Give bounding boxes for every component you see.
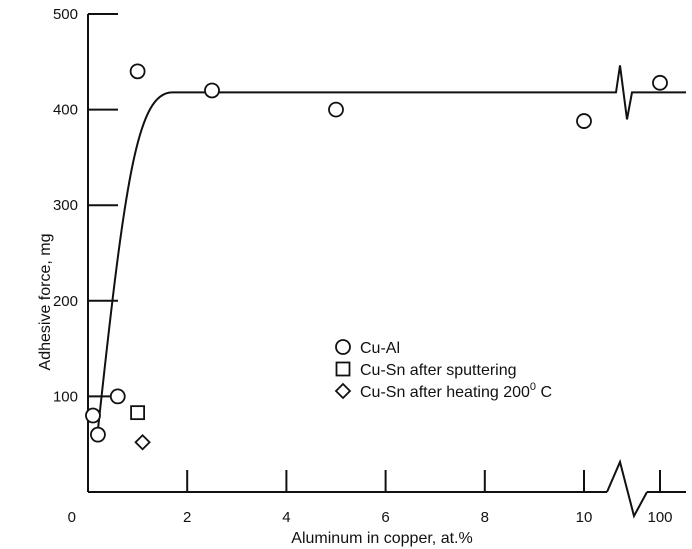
y-tick-label-100: 100 [53,388,78,405]
fit-line-group [96,65,686,430]
legend: Cu-Al Cu-Sn after sputtering Cu-Sn after h… [334,339,552,401]
data-markers [85,63,668,451]
marker-circle-1 [90,426,106,443]
legend-entry-1: Cu-Sn after sputtering [360,362,517,379]
x-tick-label-4: 4 [282,509,290,526]
legend-marker-diamond [334,382,352,400]
marker-circle-3 [129,63,146,80]
marker-circle-2 [109,388,126,405]
x-tick-label-6: 6 [381,509,389,526]
x-tick-label-8: 8 [481,509,489,526]
y-tick-label-200: 200 [53,293,78,310]
x-tick-label-10: 10 [576,509,593,526]
marker-circle-7 [652,74,668,91]
x-axis-label: Aluminum in copper, at.% [291,530,472,547]
legend-entry-0: Cu-Al [360,340,400,357]
y-tick-label-0: 0 [68,509,76,526]
y-tick-label-500: 500 [53,6,78,23]
marker-circle-5 [328,101,344,118]
y-axis-label: Adhesive force, mg [37,234,54,371]
marker-circle-0 [85,407,101,424]
legend-marker-circle [335,339,351,355]
fit-line [96,65,686,430]
y-tick-label-300: 300 [53,197,78,214]
y-tick-label-400: 400 [53,102,78,119]
legend-marker-square [335,361,351,377]
x-axis-break [606,458,648,519]
axes [87,14,686,519]
marker-circle-6 [576,113,592,129]
x-tick-label-2: 2 [183,509,191,526]
legend-entry-2: Cu-Sn after heating 2000 C [360,381,552,401]
x-tick-label-100: 100 [647,509,672,526]
marker-square-0 [130,405,146,421]
marker-circle-4 [204,82,220,99]
ticks: 0 100 200 300 400 500 2 4 6 8 10 100 [53,6,673,526]
marker-diamond-0 [134,434,151,451]
